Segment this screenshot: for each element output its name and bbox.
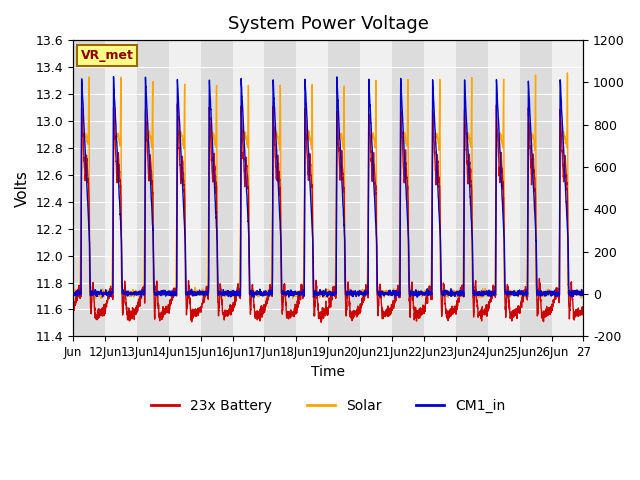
Text: VR_met: VR_met [81, 49, 134, 62]
Bar [424, 40, 456, 336]
Bar [296, 40, 328, 336]
Bar [169, 40, 200, 336]
Y-axis label: Volts: Volts [15, 170, 30, 207]
X-axis label: Time: Time [311, 365, 345, 379]
Bar [488, 40, 520, 336]
Bar [552, 40, 584, 336]
Legend: 23x Battery, Solar, CM1_in: 23x Battery, Solar, CM1_in [146, 394, 511, 419]
Bar [360, 40, 392, 336]
Bar [232, 40, 264, 336]
Bar [105, 40, 137, 336]
Title: System Power Voltage: System Power Voltage [228, 15, 429, 33]
